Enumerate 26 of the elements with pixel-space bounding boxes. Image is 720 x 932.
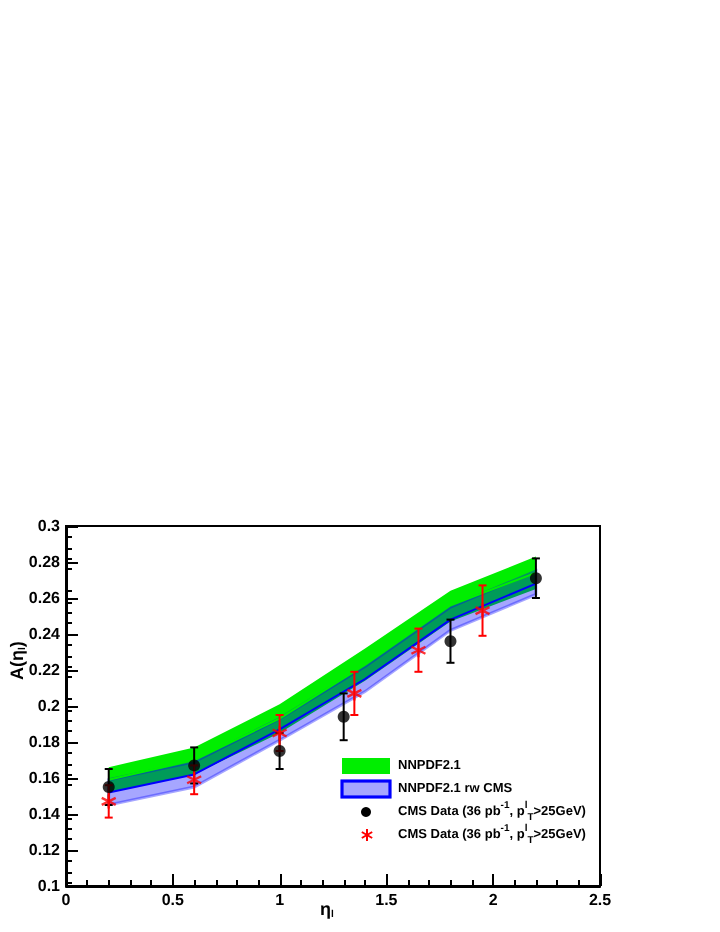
point (185, 771, 203, 788)
y-tick-label: 0.3 (37, 517, 62, 535)
y-tick-label: 0.18 (28, 733, 62, 751)
y-tick-label: 0.28 (28, 553, 62, 571)
point (346, 685, 363, 702)
x-tick-label: 1.5 (375, 891, 399, 909)
y-tick-label: 0.2 (37, 697, 62, 715)
point (529, 572, 542, 585)
point (100, 793, 117, 810)
y-tick-label: 0.16 (28, 769, 62, 787)
point (474, 602, 491, 619)
point (410, 642, 427, 659)
point (444, 635, 457, 648)
point (271, 724, 288, 742)
y-tick-label: 0.24 (28, 625, 62, 643)
x-tick-label: 0 (61, 891, 72, 909)
y-tick-label: 0.26 (28, 589, 62, 607)
point (337, 710, 350, 723)
y-tick-label: 0.22 (28, 661, 62, 679)
y-tick-label: 0.1 (37, 877, 62, 895)
x-tick-label: 2 (488, 891, 499, 909)
y-tick-label: 0.14 (28, 805, 62, 823)
x-tick-label: 0.5 (161, 891, 186, 909)
y-tick-label: 0.12 (28, 841, 62, 859)
x-tick-label: 2.5 (588, 891, 613, 909)
x-tick-label: 1 (275, 891, 286, 909)
